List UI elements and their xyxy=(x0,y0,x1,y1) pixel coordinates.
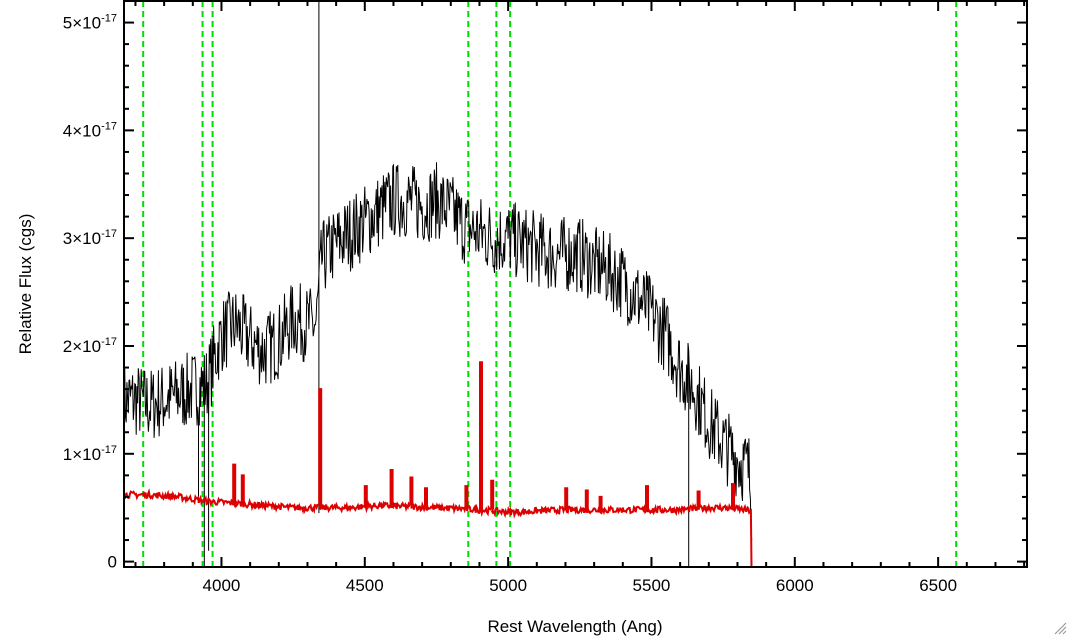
series-observed-line xyxy=(124,1,753,567)
x-tick-label: 6000 xyxy=(776,576,814,595)
y-tick-label: 1×10-17 xyxy=(63,444,117,464)
x-tick-label: 4500 xyxy=(346,576,384,595)
x-axis: 4000 4500 5000 5500 6000 6500 xyxy=(134,1,1026,595)
x-axis-title: Rest Wavelength (Ang) xyxy=(487,617,662,636)
plot-frame xyxy=(123,0,1028,568)
y-axis: 0 1×10-17 2×10-17 3×10-17 4×10-17 5×10-17 xyxy=(63,13,1027,572)
x-tick-label: 5000 xyxy=(489,576,527,595)
x-tick-label: 6500 xyxy=(919,576,957,595)
reference-lines xyxy=(142,1,958,567)
y-tick-label: 5×10-17 xyxy=(63,13,117,33)
series-model-line xyxy=(124,361,1027,567)
resize-grip-icon[interactable] xyxy=(1053,621,1067,635)
y-tick-label: 3×10-17 xyxy=(63,228,117,248)
x-tick-label: 4000 xyxy=(203,576,241,595)
y-tick-label: 4×10-17 xyxy=(63,120,117,140)
y-tick-label: 0 xyxy=(108,553,117,572)
y-tick-label: 2×10-17 xyxy=(63,336,117,356)
series-layer xyxy=(124,1,1027,567)
y-axis-title: Relative Flux (cgs) xyxy=(16,214,35,355)
x-tick-label: 5500 xyxy=(633,576,671,595)
